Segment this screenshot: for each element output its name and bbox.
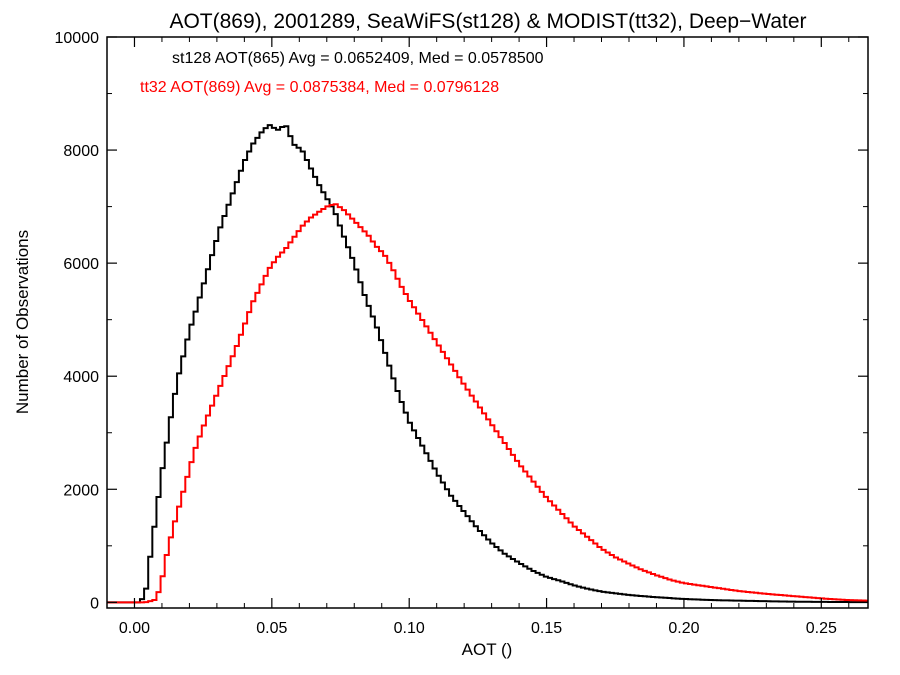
y-tick-label: 8000 bbox=[63, 143, 99, 160]
y-tick-label: 4000 bbox=[63, 369, 99, 386]
y-tick-label: 0 bbox=[90, 595, 99, 612]
series-layer bbox=[107, 124, 868, 604]
series-line-0 bbox=[107, 124, 868, 604]
x-axis-label: AOT () bbox=[462, 640, 513, 659]
ticks-layer: 0.00 0.05 0.10 0.15 0.20 0.25 0 2000 4000 6000 800… bbox=[55, 30, 868, 637]
x-tick-label: 0.20 bbox=[668, 620, 699, 637]
plot-frame bbox=[106, 36, 869, 609]
x-tick-label: 0.00 bbox=[119, 620, 150, 637]
y-axis-label: Number of Observations bbox=[13, 230, 32, 414]
chart-title: AOT(869), 2001289, SeaWiFS(st128) & MODI… bbox=[169, 10, 806, 33]
stats-annotation-st128: st128 AOT(865) Avg = 0.0652409, Med = 0.… bbox=[172, 50, 544, 67]
x-tick-label: 0.25 bbox=[806, 620, 837, 637]
x-tick-label: 0.05 bbox=[256, 620, 287, 637]
stats-annotation-tt32: tt32 AOT(869) Avg = 0.0875384, Med = 0.0… bbox=[140, 79, 499, 96]
series-line-1 bbox=[107, 203, 868, 604]
y-tick-label: 10000 bbox=[55, 30, 100, 47]
x-tick-label: 0.15 bbox=[531, 620, 562, 637]
y-tick-label: 6000 bbox=[63, 256, 99, 273]
y-tick-label: 2000 bbox=[63, 482, 99, 499]
x-tick-label: 0.10 bbox=[394, 620, 425, 637]
